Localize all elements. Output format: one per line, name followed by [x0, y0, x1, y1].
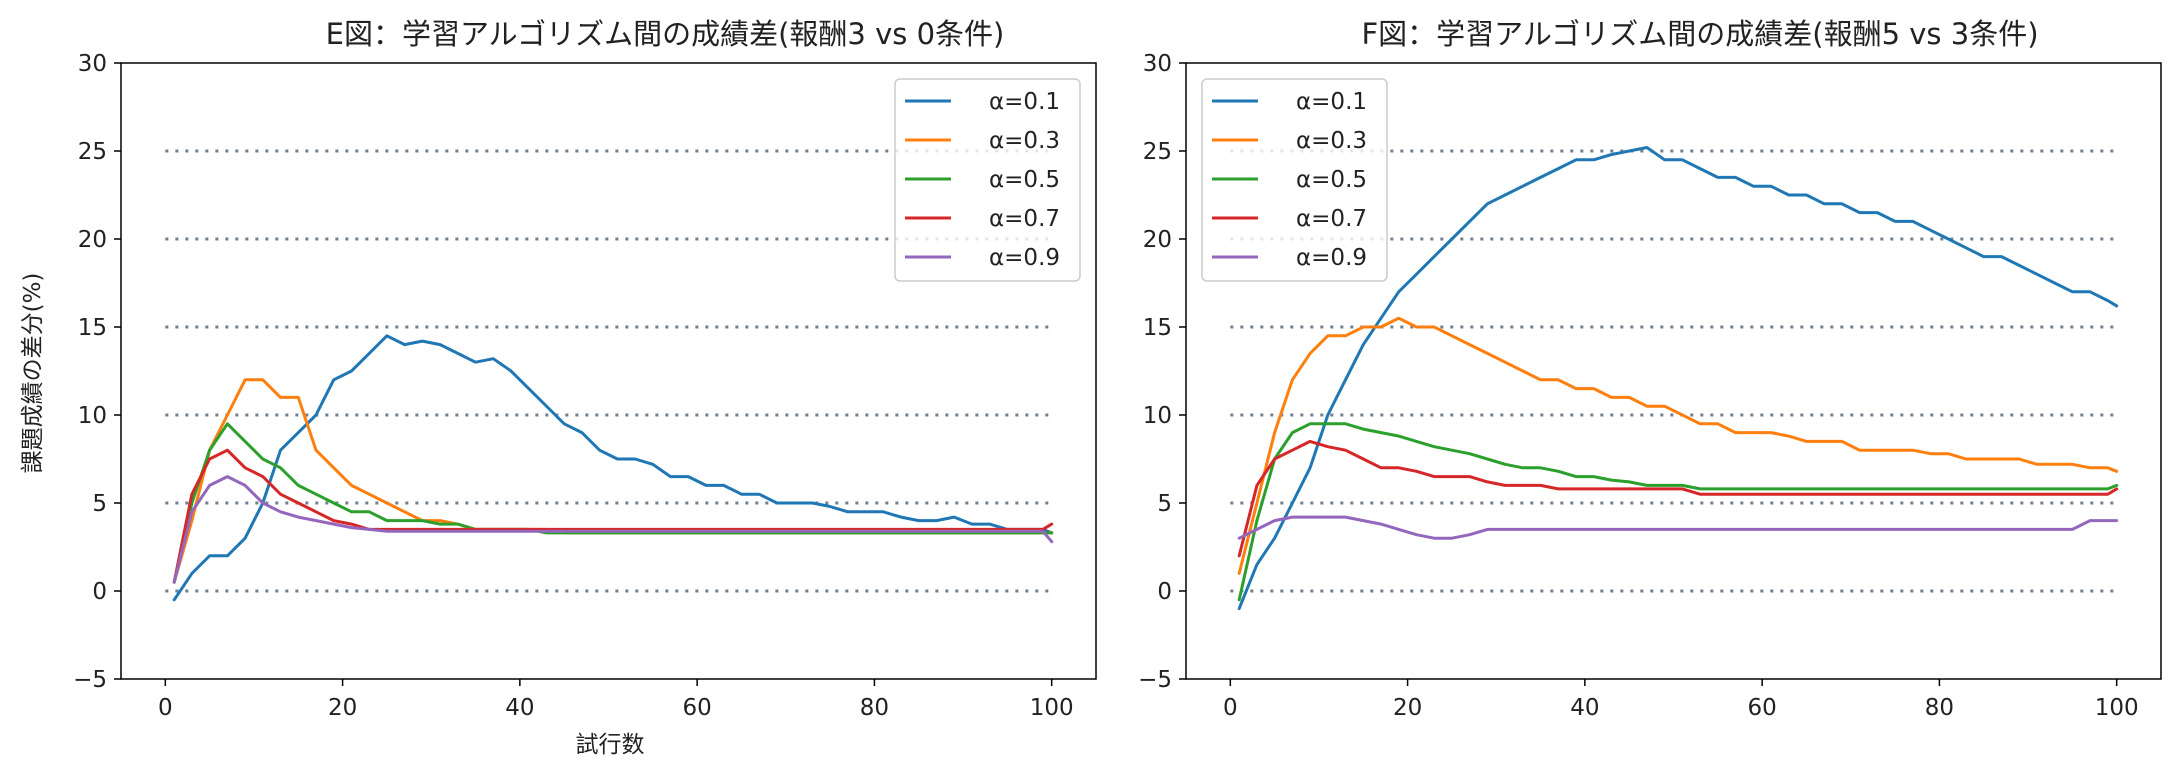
series-line	[1237, 422, 2119, 602]
chart-panel-f: F図：学習アルゴリズム間の成績差(報酬5 vs 3条件) 0 20 40 60 80 10…	[1138, 17, 2162, 721]
legend-label: α=0.5	[989, 167, 1060, 193]
series-line	[1237, 146, 2119, 611]
x-tick-label: 40	[505, 695, 534, 721]
legend-label: α=0.9	[1296, 245, 1367, 271]
series-line	[1237, 439, 2119, 558]
y-axis-label: 課題成績の差分(%)	[20, 273, 46, 474]
x-tick-label: 20	[1393, 695, 1422, 721]
y-tick-label: 20	[78, 227, 107, 253]
x-tick-label: 60	[682, 695, 711, 721]
chart-title: E図：学習アルゴリズム間の成績差(報酬3 vs 0条件)	[326, 17, 1005, 51]
y-tick-label: 20	[1143, 227, 1172, 253]
legend-label: α=0.7	[1296, 206, 1367, 232]
plot-frame	[120, 62, 1097, 680]
y-tick-label: 30	[1143, 51, 1172, 77]
y-tick-label: 15	[78, 315, 107, 341]
legend-box	[1201, 78, 1388, 282]
legend-label: α=0.3	[1296, 128, 1367, 154]
x-tick-label: 0	[158, 695, 173, 721]
y-tick-label: 10	[78, 403, 107, 429]
x-tick-label: 80	[1925, 695, 1954, 721]
series-line	[172, 422, 1054, 584]
legend-label: α=0.5	[1296, 167, 1367, 193]
legend-label: α=0.1	[1296, 89, 1367, 115]
series-line	[1237, 316, 2119, 575]
y-tick-label: 5	[1157, 491, 1172, 517]
y-tick-label: 0	[92, 579, 107, 605]
y-tick-label: 10	[1143, 403, 1172, 429]
y-tick-label: 25	[1143, 139, 1172, 165]
y-tick-label: 25	[78, 139, 107, 165]
y-tick-label: 30	[78, 51, 107, 77]
legend-label: α=0.3	[989, 128, 1060, 154]
y-tick-label: −5	[1138, 667, 1172, 693]
series-line	[172, 448, 1054, 584]
x-axis-label: 試行数	[576, 732, 645, 758]
series-line	[172, 334, 1054, 602]
x-tick-label: 80	[860, 695, 889, 721]
y-tick-label: 5	[92, 491, 107, 517]
legend-box	[894, 78, 1081, 282]
x-tick-label: 40	[1570, 695, 1599, 721]
legend-label: α=0.1	[989, 89, 1060, 115]
x-tick-label: 100	[1030, 695, 1074, 721]
x-tick-label: 0	[1223, 695, 1238, 721]
y-tick-label: 15	[1143, 315, 1172, 341]
series-line	[1237, 515, 2119, 540]
chart-title: F図：学習アルゴリズム間の成績差(報酬5 vs 3条件)	[1361, 17, 2038, 51]
x-tick-label: 60	[1747, 695, 1776, 721]
chart-panel-e: E図：学習アルゴリズム間の成績差(報酬3 vs 0条件) 試行数 課題成績の差分…	[20, 17, 1097, 758]
y-tick-label: −5	[73, 667, 107, 693]
y-tick-label: 0	[1157, 579, 1172, 605]
legend-label: α=0.9	[989, 245, 1060, 271]
series-line	[172, 475, 1054, 584]
x-tick-label: 20	[328, 695, 357, 721]
plot-frame	[1185, 62, 2162, 680]
x-tick-label: 100	[2095, 695, 2139, 721]
legend-label: α=0.7	[989, 206, 1060, 232]
